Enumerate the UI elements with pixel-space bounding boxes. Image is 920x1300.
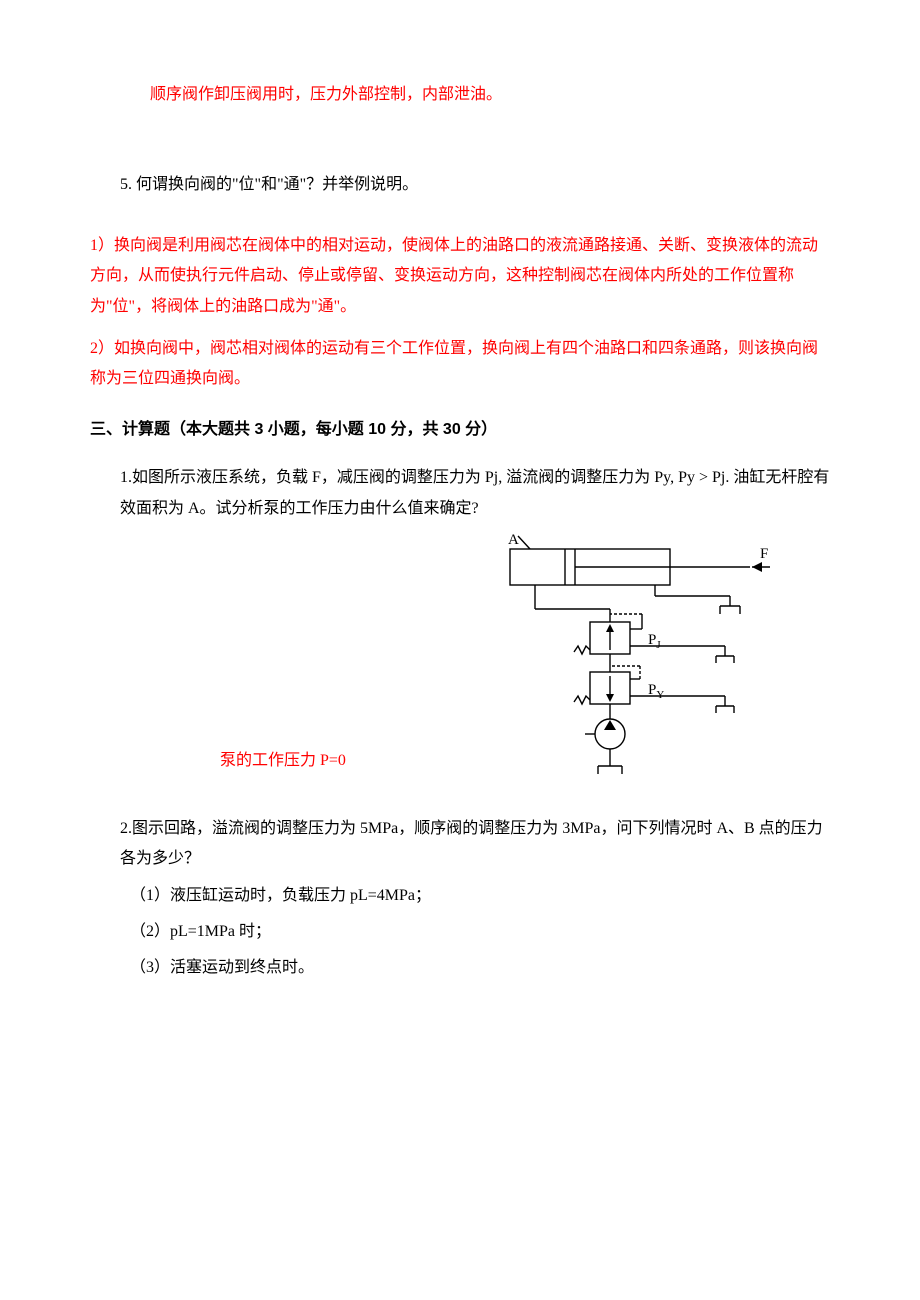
answer-q5-part1: 1）换向阀是利用阀芯在阀体中的相对运动，使阀体上的油路口的液流通路接通、关断、变…	[90, 231, 830, 322]
answer-q5-part2: 2）如换向阀中，阀芯相对阀体的运动有三个工作位置，换向阀上有四个油路口和四条通路…	[90, 334, 830, 395]
calc-q2-sub2: （2）pL=1MPa 时；	[130, 917, 830, 947]
section-3-title: 三、计算题（本大题共 3 小题，每小题 10 分，共 30 分）	[90, 415, 830, 445]
calc-q2-sub3: （3）活塞运动到终点时。	[130, 953, 830, 983]
answer-unload-valve: 顺序阀作卸压阀用时，压力外部控制，内部泄油。	[150, 80, 830, 110]
calc-q2-text: 2.图示回路，溢流阀的调整压力为 5MPa，顺序阀的调整压力为 3MPa，问下列…	[120, 820, 823, 867]
diagram-label-py: PY	[648, 682, 664, 701]
hydraulic-diagram: A F PJ PY	[490, 534, 790, 784]
calc-q1-answer: 泵的工作压力 P=0	[220, 746, 346, 776]
diagram-label-f: F	[760, 546, 768, 562]
calc-q1-text: 1.如图所示液压系统，负载 F，减压阀的调整压力为 Pj, 溢流阀的调整压力为 …	[120, 469, 829, 516]
calc-question-2: 2.图示回路，溢流阀的调整压力为 5MPa，顺序阀的调整压力为 3MPa，问下列…	[120, 814, 830, 875]
question-5: 5. 何谓换向阀的"位"和"通"？并举例说明。	[120, 170, 830, 200]
calc-q2-sub1: （1）液压缸运动时，负载压力 pL=4MPa；	[130, 881, 830, 911]
calc-question-1: 1.如图所示液压系统，负载 F，减压阀的调整压力为 Pj, 溢流阀的调整压力为 …	[120, 463, 830, 524]
hydraulic-diagram-row: 泵的工作压力 P=0	[90, 534, 830, 784]
diagram-label-pj: PJ	[648, 632, 661, 651]
diagram-label-a: A	[508, 534, 519, 548]
